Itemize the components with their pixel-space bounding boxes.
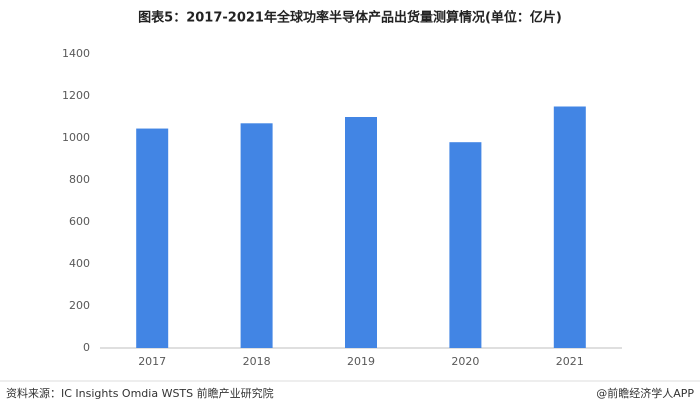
y-tick-label: 1400 [62, 47, 90, 60]
bar [240, 123, 273, 348]
x-tick-label: 2018 [243, 355, 271, 368]
source-note: 资料来源：IC Insights Omdia WSTS 前瞻产业研究院 [6, 386, 274, 400]
x-tick-label: 2021 [556, 355, 584, 368]
y-tick-label: 1000 [62, 131, 90, 144]
x-tick-label: 2019 [347, 355, 375, 368]
x-tick-label: 2017 [138, 355, 166, 368]
brand-label: @前瞻经济学人APP [596, 386, 694, 400]
bar [449, 142, 482, 348]
bar [136, 128, 169, 348]
x-tick-label: 2020 [451, 355, 479, 368]
bar [553, 106, 586, 348]
y-tick-label: 400 [69, 257, 90, 270]
y-tick-label: 1200 [62, 89, 90, 102]
y-tick-label: 600 [69, 215, 90, 228]
bar [345, 117, 377, 348]
y-tick-label: 0 [83, 341, 90, 354]
chart-title: 图表5：2017-2021年全球功率半导体产品出货量测算情况(单位：亿片) [138, 10, 562, 26]
y-tick-label: 800 [69, 173, 90, 186]
y-tick-label: 200 [69, 299, 90, 312]
